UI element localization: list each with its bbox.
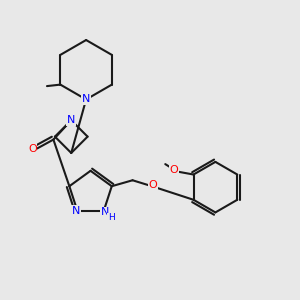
Text: N: N (82, 94, 90, 104)
Text: N: N (72, 206, 80, 216)
Text: N: N (67, 115, 75, 125)
Text: O: O (149, 180, 158, 190)
Text: O: O (28, 143, 37, 154)
Text: H: H (108, 213, 115, 222)
Text: N: N (101, 207, 109, 217)
Text: O: O (169, 165, 178, 176)
